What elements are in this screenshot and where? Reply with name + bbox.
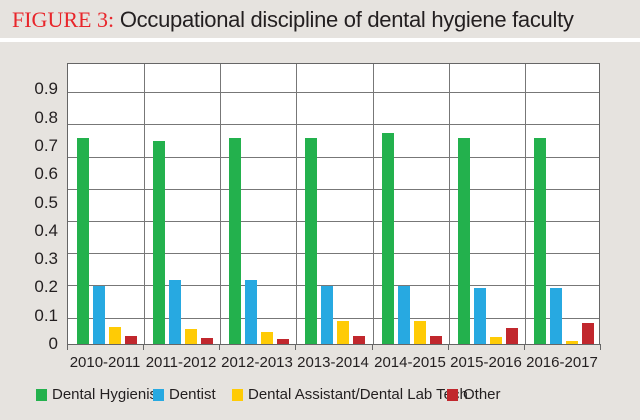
x-tick-label: 2010-2011 <box>69 354 141 371</box>
bar-dental-assistant-dental-lab-tech <box>185 329 197 345</box>
bar-other <box>277 339 289 345</box>
bar-dental-assistant-dental-lab-tech <box>337 321 349 345</box>
y-tick-label: 0.5 <box>34 192 58 212</box>
bar-dental-hygienist <box>229 138 241 345</box>
bar-dental-hygienist <box>77 138 89 345</box>
legend-swatch-icon <box>447 388 458 401</box>
figure-title-text: Occupational discipline of dental hygien… <box>119 7 574 32</box>
gridline-vertical <box>220 64 221 344</box>
gridline-vertical <box>373 64 374 344</box>
bar-dental-hygienist <box>534 138 546 345</box>
legend-label: Other <box>463 386 501 403</box>
legend-swatch-icon <box>232 388 243 401</box>
legend-swatch-icon <box>36 388 47 401</box>
y-tick-label: 0 <box>48 334 58 353</box>
legend-item: Other <box>447 386 501 403</box>
figure-label: FIGURE 3: <box>12 7 115 32</box>
x-tick-label: 2013-2014 <box>297 354 369 371</box>
x-tick-label: 2012-2013 <box>221 354 293 371</box>
y-tick-label: 0.1 <box>34 305 58 325</box>
legend-swatch-icon <box>153 388 164 401</box>
bar-dental-assistant-dental-lab-tech <box>490 337 502 345</box>
x-tick <box>295 344 296 350</box>
bar-other <box>125 336 137 345</box>
y-tick-label: 0.9 <box>34 79 58 99</box>
gridline-horizontal <box>68 124 599 125</box>
y-tick-label: 0.6 <box>34 164 58 184</box>
x-tick <box>219 344 220 350</box>
legend-item: Dental Assistant/Dental Lab Tech <box>232 386 468 403</box>
gridline-horizontal <box>68 318 599 319</box>
bar-dental-hygienist <box>153 141 165 345</box>
gridline-vertical <box>449 64 450 344</box>
bar-dentist <box>169 280 181 345</box>
y-tick-label: 0.4 <box>34 220 58 240</box>
bar-other <box>430 336 442 345</box>
gridline-horizontal <box>68 157 599 158</box>
legend-item: Dental Hygienist <box>36 386 161 403</box>
y-tick-label: 0.3 <box>34 249 58 269</box>
gridline-horizontal <box>68 189 599 190</box>
x-tick-label: 2014-2015 <box>374 354 446 371</box>
y-tick-label: 0.2 <box>34 277 58 297</box>
gridline-horizontal <box>68 253 599 254</box>
legend-label: Dental Hygienist <box>52 386 162 403</box>
bar-dentist <box>550 288 562 345</box>
x-tick-label: 2015-2016 <box>450 354 522 371</box>
x-tick <box>600 344 601 350</box>
plot-area <box>67 63 600 345</box>
bar-other <box>201 338 213 345</box>
bar-other <box>582 323 594 345</box>
bar-dentist <box>398 286 410 345</box>
bar-dentist <box>93 286 105 345</box>
x-tick <box>67 344 68 350</box>
bar-dental-assistant-dental-lab-tech <box>414 321 426 345</box>
x-tick <box>448 344 449 350</box>
x-tick <box>143 344 144 350</box>
bar-dentist <box>474 288 486 345</box>
bar-other <box>506 328 518 345</box>
gridline-vertical <box>525 64 526 344</box>
title-separator <box>0 38 640 42</box>
x-tick <box>372 344 373 350</box>
legend-item: Dentist <box>153 386 216 403</box>
x-tick <box>524 344 525 350</box>
gridline-vertical <box>296 64 297 344</box>
bar-dentist <box>245 280 257 345</box>
gridline-vertical <box>144 64 145 344</box>
bar-dental-assistant-dental-lab-tech <box>109 327 121 345</box>
legend-label: Dental Assistant/Dental Lab Tech <box>248 386 468 403</box>
x-axis-line <box>67 344 600 345</box>
y-tick-label: 0.7 <box>34 135 58 155</box>
y-tick-label: 0.8 <box>34 107 58 127</box>
title-bar: FIGURE 3: Occupational discipline of den… <box>0 0 640 38</box>
gridline-horizontal <box>68 285 599 286</box>
bar-dental-hygienist <box>382 133 394 345</box>
legend: Dental Hygienist Dentist Dental Assistant/… <box>0 386 640 408</box>
x-tick-label: 2016-2017 <box>526 354 598 371</box>
bar-dental-hygienist <box>458 138 470 345</box>
gridline-horizontal <box>68 221 599 222</box>
bar-dental-assistant-dental-lab-tech <box>566 341 578 345</box>
x-tick-label: 2011-2012 <box>145 354 217 371</box>
bar-dentist <box>321 286 333 345</box>
bar-dental-assistant-dental-lab-tech <box>261 332 273 345</box>
bar-other <box>353 336 365 345</box>
figure-title: FIGURE 3: Occupational discipline of den… <box>12 7 574 33</box>
gridline-horizontal <box>68 92 599 93</box>
legend-label: Dentist <box>169 386 216 403</box>
bar-dental-hygienist <box>305 138 317 345</box>
